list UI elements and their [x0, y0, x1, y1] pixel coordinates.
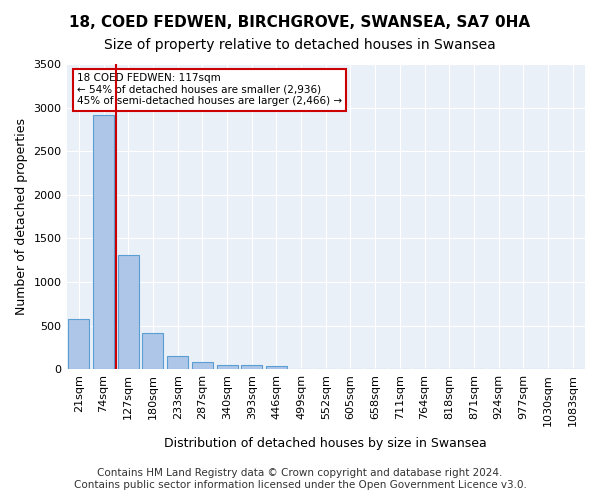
Bar [68, 320, 89, 369]
Bar [118, 255, 139, 369]
Y-axis label: Number of detached properties: Number of detached properties [15, 118, 28, 315]
Text: 18 COED FEDWEN: 117sqm
← 54% of detached houses are smaller (2,936)
45% of semi-: 18 COED FEDWEN: 117sqm ← 54% of detached… [77, 73, 342, 106]
Bar [192, 362, 213, 369]
X-axis label: Distribution of detached houses by size in Swansea: Distribution of detached houses by size … [164, 437, 487, 450]
Bar [266, 366, 287, 369]
Bar [167, 356, 188, 369]
Bar [142, 334, 163, 369]
Text: Size of property relative to detached houses in Swansea: Size of property relative to detached ho… [104, 38, 496, 52]
Bar [93, 114, 114, 369]
Bar [241, 365, 262, 369]
Text: Contains HM Land Registry data © Crown copyright and database right 2024.
Contai: Contains HM Land Registry data © Crown c… [74, 468, 526, 490]
Text: 18, COED FEDWEN, BIRCHGROVE, SWANSEA, SA7 0HA: 18, COED FEDWEN, BIRCHGROVE, SWANSEA, SA… [70, 15, 530, 30]
Bar [217, 365, 238, 369]
